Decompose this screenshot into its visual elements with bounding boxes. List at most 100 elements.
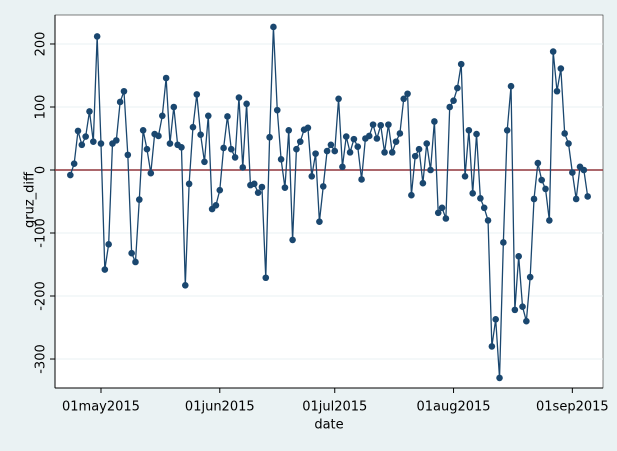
point — [70, 160, 78, 167]
point — [170, 103, 178, 111]
point — [93, 33, 101, 40]
point — [580, 166, 588, 174]
point — [258, 183, 266, 191]
point — [438, 204, 446, 212]
point — [116, 98, 124, 106]
point — [496, 374, 503, 382]
point — [465, 127, 473, 134]
point — [243, 100, 250, 108]
point — [530, 195, 538, 203]
point — [90, 138, 97, 145]
point — [469, 190, 477, 197]
point — [400, 95, 408, 103]
point — [101, 266, 109, 273]
point — [231, 154, 239, 161]
point — [285, 127, 293, 134]
point — [254, 189, 262, 196]
point — [377, 121, 385, 129]
point — [178, 144, 185, 151]
point — [519, 303, 526, 311]
point — [136, 196, 143, 203]
point — [220, 144, 227, 152]
point — [549, 48, 557, 55]
point — [572, 195, 580, 203]
point — [553, 87, 561, 95]
point — [304, 124, 312, 132]
x-axis-label: date — [314, 418, 343, 433]
point — [388, 149, 396, 156]
point — [281, 184, 289, 191]
point — [113, 137, 120, 144]
point — [327, 141, 335, 149]
point — [365, 132, 373, 140]
point — [312, 150, 319, 157]
plot-area — [54, 14, 604, 389]
point — [323, 147, 331, 155]
x-tick-label: 01sep2015 — [536, 400, 609, 415]
y-tick-label: -300 — [34, 344, 49, 374]
point — [373, 135, 381, 142]
point — [427, 166, 434, 174]
point — [507, 82, 515, 90]
point — [503, 127, 511, 134]
point — [350, 135, 358, 143]
y-tick-label: 200 — [34, 32, 49, 57]
point — [492, 316, 499, 323]
point — [197, 131, 204, 139]
point — [446, 103, 454, 111]
point — [358, 176, 365, 183]
point — [396, 130, 404, 137]
point — [392, 138, 400, 145]
point — [523, 317, 530, 325]
x-tick-label: 01aug2015 — [416, 400, 490, 415]
point — [273, 106, 281, 114]
point — [354, 143, 362, 150]
point — [120, 87, 128, 95]
point — [423, 140, 431, 147]
y-tick-label: 0 — [34, 166, 49, 174]
point — [411, 152, 419, 160]
point — [319, 183, 327, 190]
point — [500, 239, 507, 246]
point — [404, 90, 411, 98]
point — [143, 145, 151, 153]
point — [216, 186, 224, 194]
point — [224, 113, 231, 120]
point — [193, 91, 201, 98]
point — [86, 108, 93, 115]
point — [477, 195, 484, 202]
point — [557, 65, 565, 72]
point — [128, 249, 135, 257]
point — [434, 209, 442, 217]
point — [473, 130, 480, 138]
point — [561, 130, 568, 137]
point — [227, 145, 235, 153]
point — [262, 274, 270, 282]
point — [442, 215, 450, 222]
point — [415, 145, 423, 153]
point — [97, 140, 105, 147]
point — [270, 23, 277, 31]
point — [159, 112, 166, 120]
point — [201, 158, 208, 166]
point — [67, 171, 74, 179]
point — [569, 169, 576, 176]
point — [342, 133, 350, 140]
point — [308, 172, 316, 180]
point — [82, 133, 89, 140]
y-tick-label: 100 — [34, 95, 49, 120]
point — [185, 180, 193, 188]
point — [331, 147, 339, 155]
point — [289, 236, 296, 244]
point — [166, 140, 174, 147]
point — [484, 217, 492, 224]
point — [239, 164, 247, 171]
y-tick-label: -100 — [34, 218, 49, 248]
point — [147, 169, 155, 177]
point — [132, 258, 139, 266]
point — [511, 306, 519, 314]
y-tick-label: -200 — [34, 281, 49, 311]
point — [189, 123, 197, 131]
point — [339, 163, 346, 171]
